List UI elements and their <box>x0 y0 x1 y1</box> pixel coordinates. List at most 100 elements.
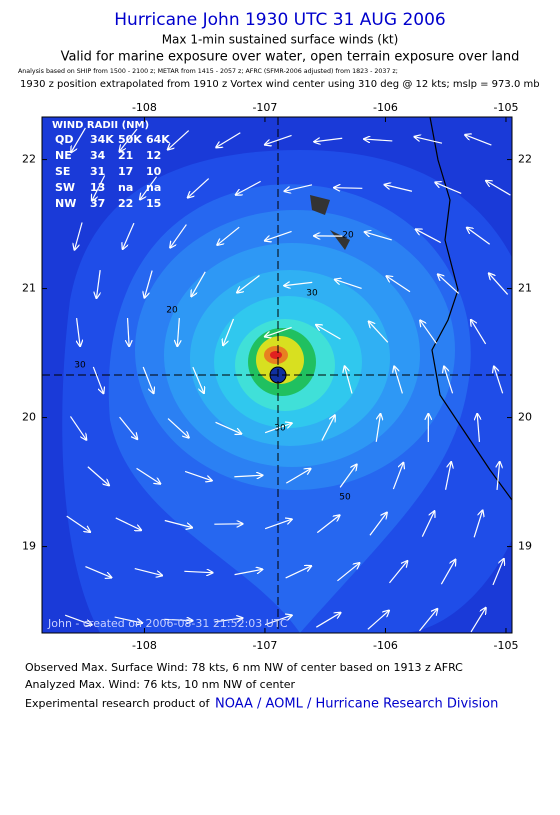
wind-arrow <box>264 615 291 626</box>
analysis-note: Analysis based on SHIP from 1500 - 2100 … <box>18 68 398 75</box>
wind-arrow <box>265 230 292 240</box>
wind-arrow <box>544 367 553 394</box>
wind-arrow <box>492 559 504 586</box>
contour <box>270 351 282 359</box>
wind-arrow <box>223 318 235 345</box>
wind-arrow <box>316 325 341 340</box>
wind-arrow <box>136 467 161 483</box>
wind-arrow <box>435 183 462 195</box>
wind-arrow <box>497 462 500 490</box>
x-tick-label: -108 <box>132 639 157 652</box>
radii-cell: 17 <box>118 165 133 178</box>
y-tick-label: 21 <box>518 282 532 295</box>
analyzed: Analyzed Max. Wind: 76 kts, 10 nm NW of … <box>25 678 296 691</box>
wind-arrow <box>345 366 353 394</box>
map: 20 30 50 20 30 30 <box>42 117 560 633</box>
y-tick-label: 20 <box>518 411 532 424</box>
wind-arrow <box>321 416 335 441</box>
wind-arrow <box>364 139 393 141</box>
wind-arrow <box>438 275 460 294</box>
wind-arrow <box>540 273 557 295</box>
wind-arrow <box>120 128 138 151</box>
wind-arrow <box>87 466 109 486</box>
wind-arrow <box>489 274 509 295</box>
validity: Valid for marine exposure over water, op… <box>61 50 520 65</box>
wind-arrow <box>237 275 260 293</box>
wind-arrow <box>69 416 86 439</box>
link[interactable]: NOAA / AOML / Hurricane Research Divisio… <box>215 697 498 712</box>
wind-arrow <box>537 180 560 196</box>
contour-label: 30 <box>306 289 318 299</box>
wind-arrow <box>440 560 455 585</box>
wind-arrow <box>392 463 403 490</box>
radii-cell: SE <box>55 165 70 178</box>
y-tick-label: 21 <box>22 282 36 295</box>
x-tick-label: -107 <box>252 639 277 652</box>
wind-arrow <box>421 511 434 537</box>
contour-label: 50 <box>339 493 351 503</box>
radii-header: 64K <box>146 133 170 146</box>
radii-cell: 22 <box>118 197 133 210</box>
wind-arrow <box>444 367 454 394</box>
wind-arrow <box>470 608 486 633</box>
wind-arrow <box>415 137 443 144</box>
radii-cell: 12 <box>146 149 161 162</box>
y-tick-label: 20 <box>22 411 36 424</box>
wind-arrow <box>96 270 100 298</box>
wind-arrow <box>64 614 91 625</box>
radii-cell: na <box>146 181 161 194</box>
x-tick-label: -108 <box>132 101 157 114</box>
radii-cell: na <box>118 181 133 194</box>
wind-arrow <box>188 178 210 198</box>
wind-arrow <box>264 519 291 530</box>
wind-arrow <box>140 176 158 200</box>
wind-arrow <box>114 616 142 623</box>
wind-arrow <box>285 184 313 191</box>
wind-arrow <box>467 228 491 245</box>
wind-arrow <box>387 276 411 293</box>
wind-arrow <box>191 271 206 296</box>
wind-arrow <box>548 462 549 490</box>
wind-arrow <box>214 618 242 623</box>
radii-cell: NW <box>55 197 76 210</box>
wind-arrow <box>115 517 141 530</box>
wind-arrow <box>385 185 413 192</box>
wind-arrow <box>128 317 130 346</box>
radii-cell: 34 <box>90 149 106 162</box>
wind-arrow <box>369 513 387 536</box>
y-tick-label: 19 <box>22 540 36 553</box>
wind-arrow <box>284 282 313 285</box>
radii-title: WIND RADII (NM) <box>52 120 149 131</box>
wind-arrow <box>375 414 380 442</box>
wind-arrow <box>66 515 90 532</box>
x-tick-label: -105 <box>493 101 518 114</box>
wind-arrow <box>365 232 392 241</box>
wind-arrow <box>339 465 356 488</box>
wind-arrow <box>164 619 192 620</box>
wind-arrow <box>123 222 135 249</box>
wind-arrow <box>234 569 263 576</box>
x-tick-label: -107 <box>252 101 277 114</box>
wind-arrow <box>516 134 541 147</box>
wind-arrow <box>168 130 190 150</box>
radii-cell: 13 <box>90 181 105 194</box>
contour-label: 30 <box>74 361 86 371</box>
contour-label: 30 <box>274 424 286 434</box>
y-tick-label: 22 <box>518 153 532 166</box>
radii-cell: 21 <box>118 149 133 162</box>
wind-arrow <box>471 320 487 345</box>
wind-arrow <box>216 132 241 148</box>
wind-arrow <box>394 367 403 394</box>
subtitle: Max 1-min sustained surface winds (kt) <box>162 33 399 47</box>
credit: John - created on 2006-08-31 21:52:03 UT… <box>47 617 288 630</box>
wind-arrow <box>264 423 291 434</box>
contour-label: 20 <box>342 231 354 241</box>
wind-arrow <box>494 367 504 394</box>
wind-arrow <box>335 280 362 289</box>
title: Hurricane John 1930 UTC 31 AUG 2006 <box>114 10 445 30</box>
wind-arrow <box>285 566 311 579</box>
wind-arrow <box>92 175 106 201</box>
wind-arrow <box>184 470 211 480</box>
wind-arrow <box>177 317 179 346</box>
radii-cell: 31 <box>90 165 105 178</box>
